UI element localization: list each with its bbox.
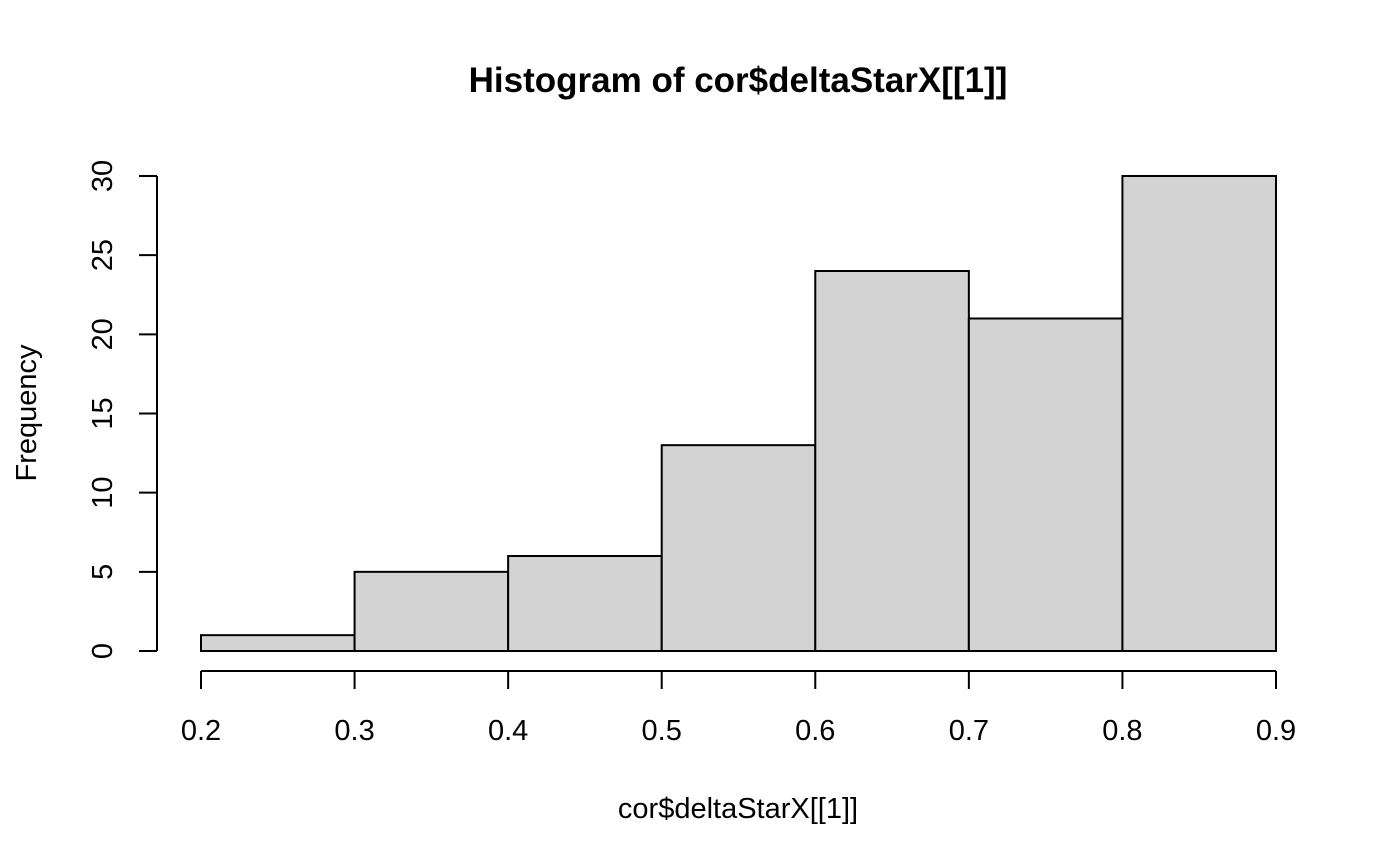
y-tick-label: 20 bbox=[87, 318, 119, 350]
x-tick-label: 0.4 bbox=[488, 715, 528, 747]
y-tick-label: 15 bbox=[87, 397, 119, 429]
y-tick-label: 10 bbox=[87, 477, 119, 509]
histogram-bar-5 bbox=[814, 270, 970, 652]
histogram-bar-2 bbox=[353, 570, 510, 652]
chart-title: Histogram of cor$deltaStarX[[1]] bbox=[469, 61, 1008, 100]
y-axis-label: Frequency bbox=[11, 344, 43, 482]
y-tick-label: 25 bbox=[87, 239, 119, 271]
x-axis: 0.2 0.3 0.4 0.5 0.6 0.7 0.8 0.9 bbox=[181, 670, 1296, 747]
x-tick-label: 0.8 bbox=[1102, 715, 1142, 747]
y-tick-label: 0 bbox=[87, 643, 119, 659]
x-tick-label: 0.9 bbox=[1256, 715, 1296, 747]
histogram-bar-6 bbox=[967, 317, 1124, 652]
histogram-bar-1 bbox=[200, 634, 356, 653]
histogram-bar-4 bbox=[660, 444, 817, 652]
x-tick-label: 0.6 bbox=[795, 715, 835, 747]
x-tick-label: 0.5 bbox=[642, 715, 682, 747]
histogram-bar-7 bbox=[1121, 175, 1278, 652]
y-tick-label: 5 bbox=[87, 564, 119, 580]
x-tick-label: 0.7 bbox=[949, 715, 989, 747]
x-axis-label: cor$deltaStarX[[1]] bbox=[618, 793, 858, 825]
y-axis: 0 5 10 15 20 25 30 bbox=[87, 160, 158, 659]
x-tick-label: 0.3 bbox=[334, 715, 374, 747]
x-tick-label: 0.2 bbox=[181, 715, 221, 747]
histogram-bar-3 bbox=[507, 555, 663, 652]
bars-group bbox=[200, 175, 1278, 653]
y-tick-label: 30 bbox=[87, 160, 119, 192]
